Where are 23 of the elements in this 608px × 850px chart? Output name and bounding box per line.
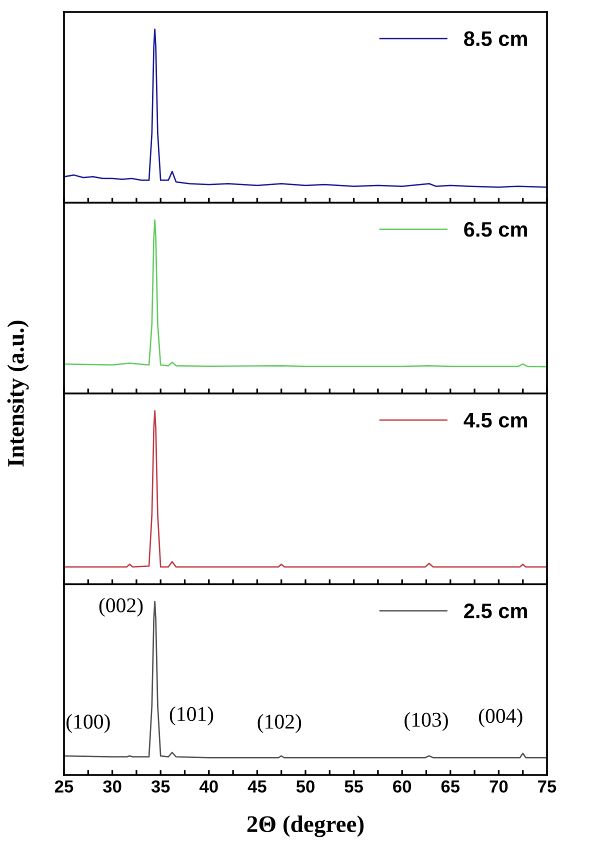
- legend-label: 8.5 cm: [464, 31, 527, 46]
- x-tick-label: 30: [103, 780, 122, 793]
- legend-label: 2.5 cm: [464, 604, 527, 618]
- x-tick-label: 40: [200, 780, 218, 793]
- legend-label: 6.5 cm: [464, 222, 527, 237]
- x-tick-label: 35: [151, 780, 170, 793]
- x-tick-label: 50: [296, 780, 314, 793]
- x-axis-title: 2Θ (degree): [247, 815, 364, 838]
- annotation: (100): [66, 714, 110, 733]
- x-tick-label: 60: [393, 780, 412, 793]
- annotation: (004): [478, 708, 522, 728]
- annotation: (002): [99, 598, 143, 617]
- legend-label: 4.5 cm: [464, 413, 527, 428]
- y-axis-title: Intensity (a.u.): [7, 320, 29, 466]
- x-tick-label: 25: [54, 780, 74, 793]
- x-tick-label: 65: [441, 780, 460, 793]
- x-tick-label: 75: [538, 780, 556, 793]
- x-tick-label: 55: [344, 780, 363, 793]
- annotation: (101): [170, 706, 214, 726]
- annotation: (103): [404, 712, 448, 732]
- x-tick-label: 45: [248, 780, 266, 793]
- annotation: (102): [258, 714, 302, 733]
- x-tick-label: 70: [490, 780, 508, 793]
